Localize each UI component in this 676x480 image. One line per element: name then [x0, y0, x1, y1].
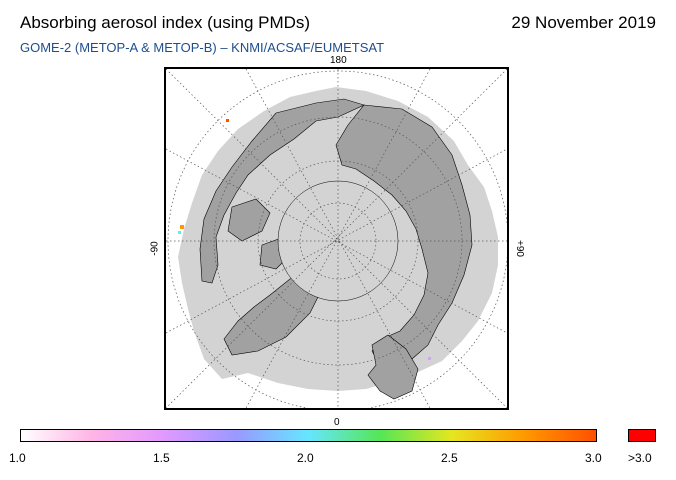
longitude-label-top: 180	[330, 55, 347, 66]
chart-title: Absorbing aerosol index (using PMDs)	[20, 13, 311, 32]
data-source-subtitle: GOME-2 (METOP-A & METOP-B) – KNMI/ACSAF/…	[20, 40, 385, 55]
color-scale-bar	[20, 429, 597, 442]
graticule	[166, 69, 507, 408]
aai-pixel	[180, 225, 184, 229]
scale-tick-1-5: 1.5	[153, 451, 170, 465]
landmass-scandinavia	[367, 334, 419, 400]
date-label: 29 November 2019	[511, 13, 656, 32]
aai-pixel	[226, 119, 229, 122]
longitude-label-left: -90	[149, 241, 161, 256]
scale-tick-2-0: 2.0	[297, 451, 314, 465]
scale-tick-1-0: 1.0	[9, 451, 26, 465]
scale-tick-2-5: 2.5	[441, 451, 458, 465]
over-range-swatch	[628, 429, 656, 442]
aai-pixel	[178, 231, 181, 234]
scale-tick-3-0: 3.0	[585, 451, 602, 465]
polar-map	[164, 67, 509, 410]
coverage-gap	[428, 69, 507, 187]
longitude-label-bottom: 0	[334, 417, 340, 428]
aai-pixel	[428, 357, 431, 360]
landmass-north-america	[199, 98, 365, 284]
scale-tick-over: >3.0	[628, 451, 652, 465]
map-canvas	[166, 69, 507, 408]
longitude-label-right: +90	[513, 240, 525, 257]
